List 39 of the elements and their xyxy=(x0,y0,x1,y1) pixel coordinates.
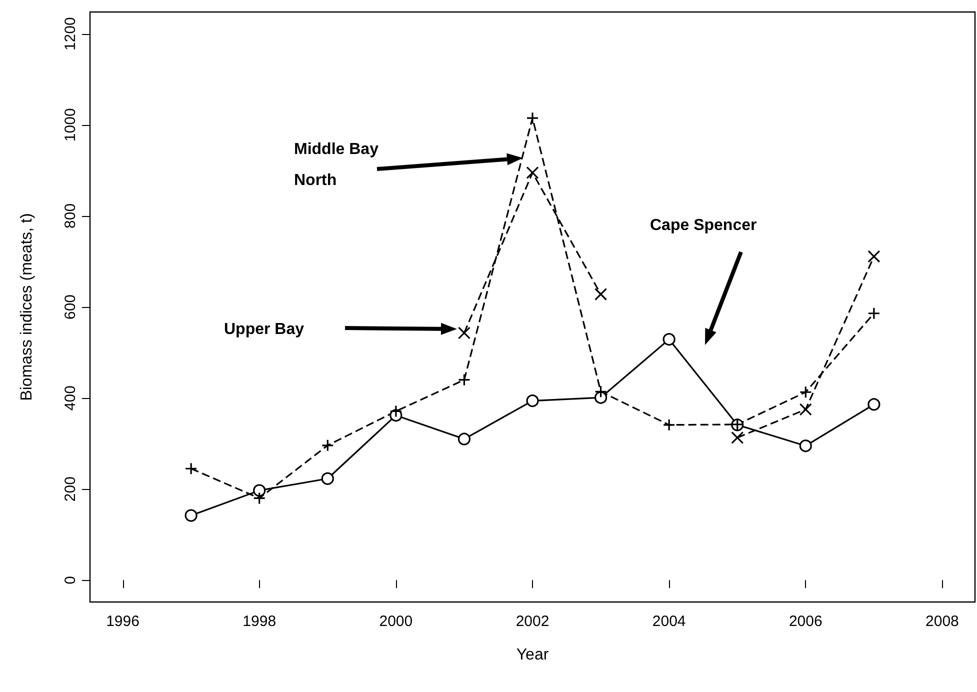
annotation: Middle Bay North xyxy=(294,141,383,189)
point xyxy=(594,288,608,301)
y-tick-label: 600 xyxy=(62,294,79,320)
point xyxy=(662,333,676,346)
annotation: Cape Spencer xyxy=(650,217,757,234)
point xyxy=(526,166,539,179)
x-tick-label: 2000 xyxy=(379,613,413,630)
x-tick-label: 1998 xyxy=(242,613,276,630)
point xyxy=(799,440,812,452)
point xyxy=(526,394,539,408)
x-tick-label: 2004 xyxy=(652,613,686,630)
y-tick-label: 1000 xyxy=(62,108,79,142)
point xyxy=(253,484,266,497)
y-tick-label: 200 xyxy=(62,476,79,502)
point xyxy=(458,432,471,446)
point xyxy=(321,472,334,485)
point xyxy=(390,404,402,418)
y-axis-title: Biomass indices (meats, t) xyxy=(18,213,36,401)
y-tick-label: 400 xyxy=(62,386,79,411)
point xyxy=(184,462,198,475)
annotation: Upper Bay xyxy=(224,321,304,338)
point xyxy=(868,398,880,411)
x-tick-label: 2006 xyxy=(788,613,822,630)
point xyxy=(868,250,880,263)
point xyxy=(799,403,812,416)
x-tick-label: 1996 xyxy=(106,613,140,630)
point xyxy=(594,385,608,398)
x-tick-label: 2008 xyxy=(926,613,959,630)
point xyxy=(731,431,744,444)
point xyxy=(458,326,471,340)
point xyxy=(184,509,198,522)
y-tick-label: 0 xyxy=(62,576,79,584)
x-tick-label: 2002 xyxy=(516,613,550,630)
y-tick-label: 800 xyxy=(62,203,79,228)
x-axis-title: Year xyxy=(516,646,550,664)
point xyxy=(868,307,880,320)
point xyxy=(458,374,471,386)
point xyxy=(594,391,608,404)
y-tick-label: 1200 xyxy=(62,17,79,51)
